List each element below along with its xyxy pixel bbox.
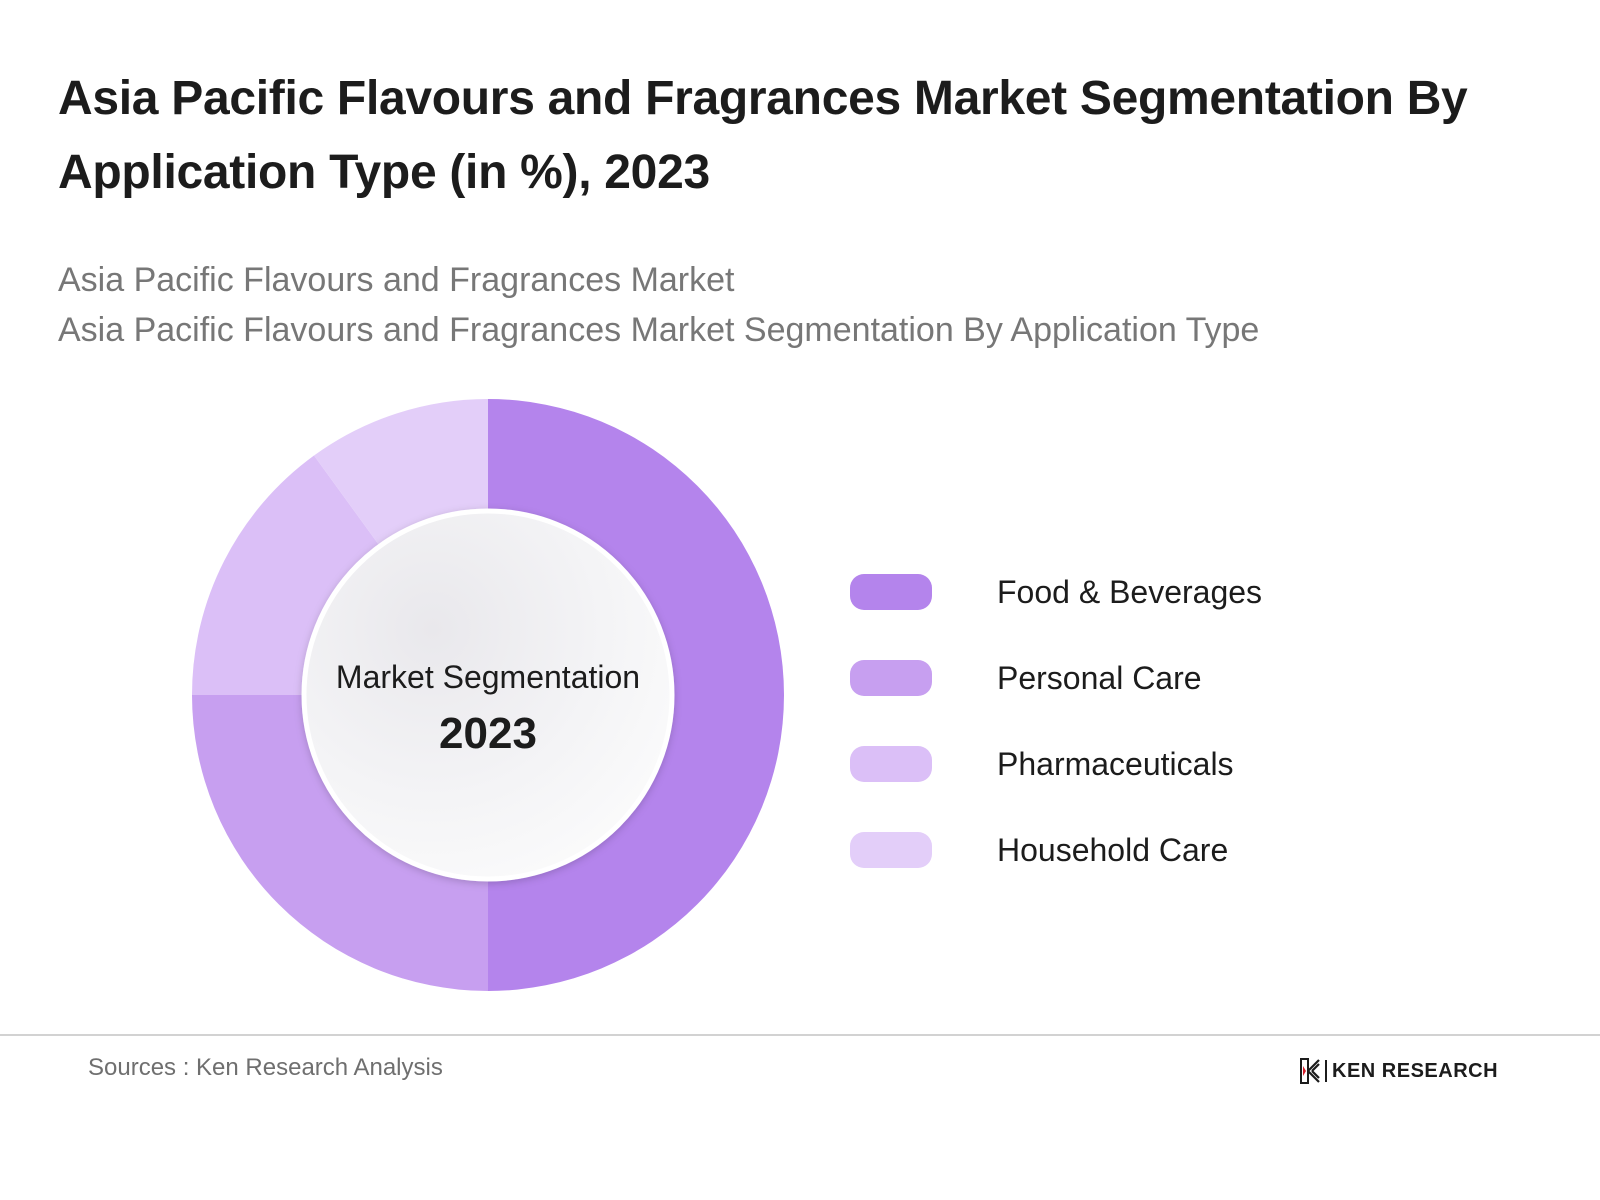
legend-item-food-beverages: Food & Beverages	[850, 572, 1370, 612]
legend-swatch-food-beverages	[850, 574, 932, 610]
legend-swatch-household-care	[850, 832, 932, 868]
ken-research-logo-text: KEN RESEARCH	[1332, 1060, 1499, 1082]
legend-label-personal-care: Personal Care	[997, 660, 1202, 696]
chart-subtitle-segmentation: Asia Pacific Flavours and Fragrances Mar…	[58, 311, 1260, 349]
ken-research-logo-mark-icon	[1300, 1058, 1320, 1084]
legend-label-household-care: Household Care	[997, 832, 1229, 868]
donut-center-disc	[301, 508, 675, 882]
chart-title: Asia Pacific Flavours and Fragrances Mar…	[58, 72, 1468, 199]
legend-swatch-personal-care	[850, 660, 932, 696]
legend-label-food-beverages: Food & Beverages	[997, 574, 1263, 610]
center-label-year: 2023	[439, 709, 537, 758]
ken-research-logo-separator	[1325, 1060, 1327, 1082]
source-note: Sources : Ken Research Analysis	[88, 1054, 443, 1081]
legend-item-pharmaceuticals: Pharmaceuticals	[850, 744, 1370, 784]
legend-item-household-care: Household Care	[850, 830, 1370, 870]
footer-divider	[0, 1034, 1600, 1036]
ken-research-logo: KEN RESEARCH	[1299, 1056, 1498, 1086]
legend-swatch-pharmaceuticals	[850, 746, 932, 782]
chart-subtitle-market: Asia Pacific Flavours and Fragrances Mar…	[58, 261, 735, 299]
legend-item-personal-care: Personal Care	[850, 658, 1370, 698]
legend-label-pharmaceuticals: Pharmaceuticals	[997, 746, 1234, 782]
center-label-title: Market Segmentation	[335, 659, 641, 695]
